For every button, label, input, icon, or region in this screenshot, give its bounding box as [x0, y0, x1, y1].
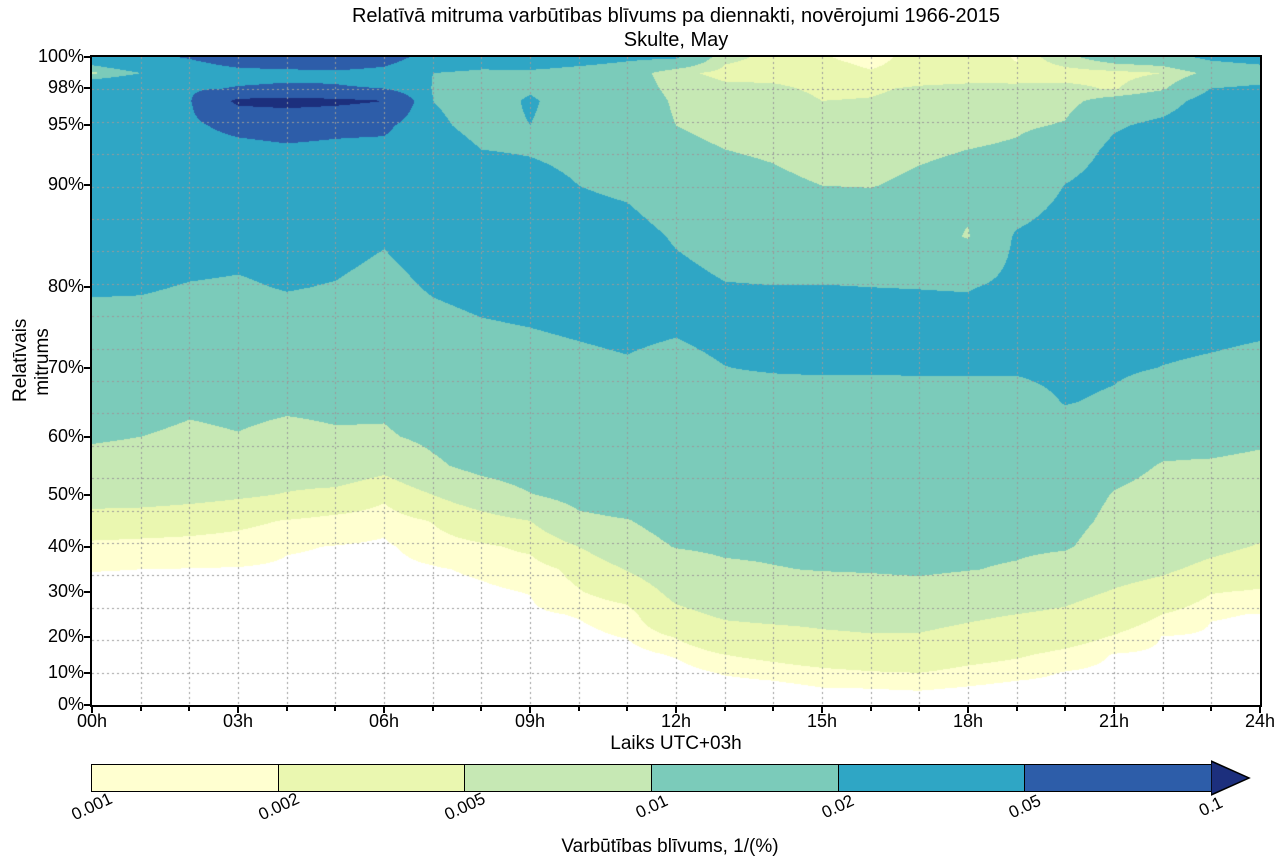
- y-tick-label: 90%: [47, 174, 84, 195]
- colorbar-segment: [838, 765, 1026, 791]
- x-tick-mark: [1015, 706, 1018, 711]
- x-tick-mark: [383, 706, 385, 713]
- x-axis-label: Laiks UTC+03h: [610, 733, 742, 754]
- y-tick-mark: [84, 494, 91, 497]
- y-tick-mark: [84, 672, 91, 675]
- colorbar: [91, 764, 1212, 792]
- x-tick-label: 00h: [76, 711, 108, 731]
- x-tick-mark: [821, 706, 823, 713]
- y-tick-mark: [84, 87, 91, 90]
- y-tick-label: 80%: [47, 276, 84, 297]
- colorbar-arrow: [1211, 760, 1251, 796]
- y-tick-label: 50%: [47, 484, 84, 505]
- x-tick-mark: [334, 706, 337, 711]
- y-tick-mark: [84, 184, 91, 187]
- x-tick-mark: [675, 706, 677, 713]
- x-tick-mark: [1161, 706, 1164, 711]
- y-tick-label: 20%: [47, 625, 84, 646]
- y-tick-mark: [84, 591, 91, 594]
- x-tick-label: 09h: [514, 711, 546, 731]
- colorbar-segment: [652, 765, 839, 791]
- y-tick-mark: [84, 286, 91, 289]
- x-tick-mark: [91, 706, 93, 713]
- colorbar-tick-label: 0.05: [1005, 790, 1044, 823]
- colorbar-tick-label: 0.1: [1196, 792, 1226, 821]
- x-tick-label: 03h: [222, 711, 254, 731]
- colorbar-tick-label: 0.02: [818, 790, 857, 823]
- x-tick-mark: [869, 706, 872, 711]
- y-tick-label: 70%: [47, 357, 84, 378]
- y-tick-label: 0%: [57, 694, 84, 714]
- colorbar-segment: [465, 765, 653, 791]
- x-tick-mark: [626, 706, 629, 711]
- x-tick-mark: [431, 706, 434, 711]
- x-tick-label: 24h: [1244, 711, 1276, 731]
- chart-subtitle: Skulte, May: [623, 29, 729, 51]
- y-tick-mark: [84, 435, 91, 438]
- x-tick-mark: [918, 706, 921, 711]
- x-tick-mark: [480, 706, 483, 711]
- x-tick-mark: [1259, 706, 1261, 713]
- y-tick-label: 60%: [47, 425, 84, 446]
- x-tick-label: 06h: [368, 711, 400, 731]
- x-tick-label: 18h: [952, 711, 984, 731]
- y-tick-label: 10%: [47, 662, 84, 683]
- x-tick-mark: [1113, 706, 1115, 713]
- y-tick-mark: [84, 545, 91, 548]
- chart-title: Relatīvā mitruma varbūtības blīvums pa d…: [351, 5, 1001, 27]
- y-tick-mark: [84, 124, 91, 127]
- x-tick-mark: [577, 706, 580, 711]
- y-tick-label: 100%: [37, 46, 84, 66]
- colorbar-tick-label: 0.005: [441, 788, 489, 825]
- y-tick-mark: [84, 635, 91, 638]
- y-tick-mark: [84, 56, 91, 58]
- plot-area: [90, 55, 1262, 707]
- y-tick-mark: [84, 704, 91, 706]
- colorbar-segment: [92, 765, 279, 791]
- x-tick-label: 21h: [1098, 711, 1130, 731]
- x-tick-mark: [1210, 706, 1213, 711]
- colorbar-tick-label: 0.002: [254, 788, 302, 825]
- y-tick-label: 30%: [47, 581, 84, 602]
- x-tick-mark: [723, 706, 726, 711]
- colorbar-tick-label: 0.001: [68, 788, 116, 825]
- x-tick-label: 15h: [806, 711, 838, 731]
- y-tick-label: 40%: [47, 535, 84, 556]
- x-tick-mark: [529, 706, 531, 713]
- x-tick-mark: [772, 706, 775, 711]
- x-tick-mark: [285, 706, 288, 711]
- y-tick-label: 98%: [47, 77, 84, 98]
- contour-plot-canvas: [92, 57, 1260, 705]
- x-tick-mark: [188, 706, 191, 711]
- x-tick-mark: [1064, 706, 1067, 711]
- colorbar-segment: [278, 765, 466, 791]
- y-tick-label: 95%: [47, 114, 84, 135]
- colorbar-axis-label: Varbūtības blīvums, 1/(%): [561, 836, 779, 857]
- colorbar-tick-label: 0.01: [632, 790, 671, 823]
- x-tick-mark: [967, 706, 969, 713]
- y-tick-mark: [84, 367, 91, 370]
- x-tick-label: 12h: [660, 711, 692, 731]
- x-tick-mark: [237, 706, 239, 713]
- x-tick-mark: [139, 706, 142, 711]
- colorbar-segment: [1025, 765, 1212, 791]
